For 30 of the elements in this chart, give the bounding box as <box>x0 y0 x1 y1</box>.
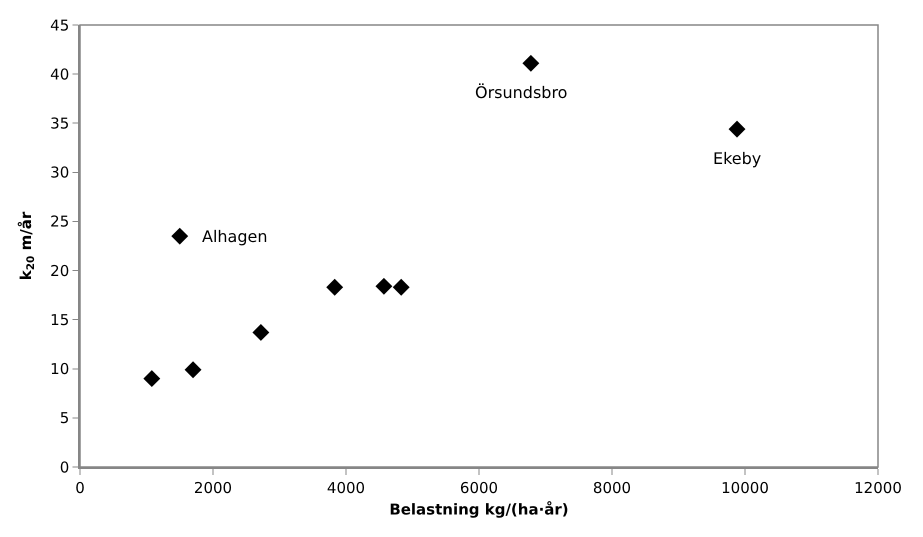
annotation: Alhagen <box>202 227 268 246</box>
y-tick-label: 20 <box>50 262 70 280</box>
annotation: Örsundsbro <box>475 83 568 102</box>
annotation: Ekeby <box>713 149 762 168</box>
point <box>184 361 202 378</box>
x-tick-label: 2000 <box>194 478 232 497</box>
point <box>522 54 540 72</box>
y-tick-label: 5 <box>60 409 70 428</box>
y-tick-label: 40 <box>50 65 70 84</box>
y-tick-label: 15 <box>50 310 70 329</box>
x-tick-label: 8000 <box>592 478 632 497</box>
point <box>326 278 344 296</box>
point <box>728 120 746 138</box>
x-tick-label: 10000 <box>721 478 769 497</box>
y-tick-label: 25 <box>50 212 70 231</box>
x-tick-label: 12000 <box>854 478 902 497</box>
x-tick-label: 6000 <box>460 478 498 497</box>
y-tick-label: 35 <box>50 114 70 132</box>
point <box>252 324 270 341</box>
point <box>171 228 188 245</box>
y-tick-label: 45 <box>50 16 70 34</box>
point <box>392 278 410 296</box>
y-tick-label: 0 <box>60 458 70 476</box>
x-tick-label: 4000 <box>326 478 366 497</box>
x-axis-title: Belastning kg/(ha·år) <box>389 500 569 518</box>
y-tick-label: 30 <box>50 164 70 182</box>
x-tick-label: 0 <box>75 478 85 497</box>
point <box>143 370 160 388</box>
point <box>375 278 392 295</box>
y-tick-label: 10 <box>50 360 70 378</box>
